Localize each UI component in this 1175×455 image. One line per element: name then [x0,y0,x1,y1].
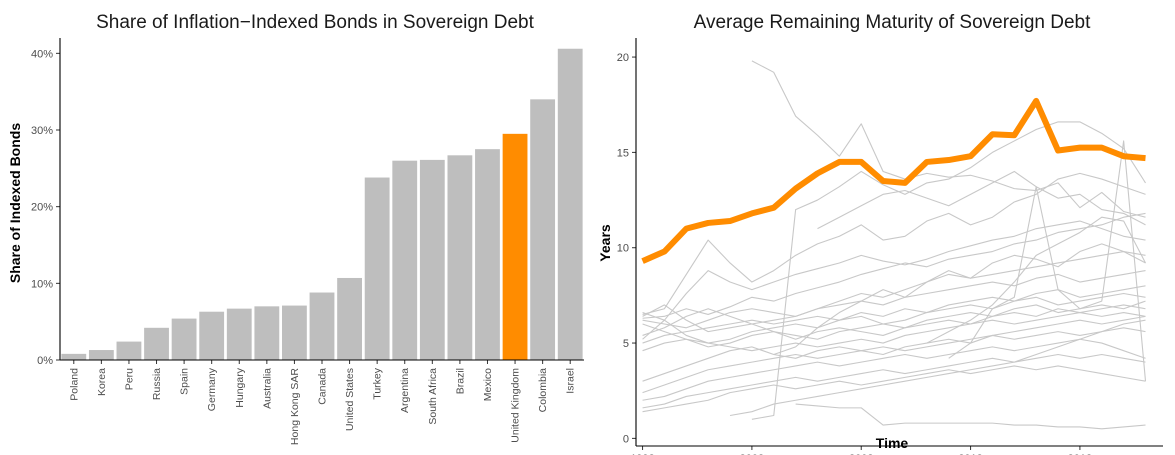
bar-chart-x-tick-label: Korea [96,368,108,396]
bar-chart-x-tick-label: Mexico [482,368,494,401]
bar-chart-title: Share of Inflation−Indexed Bonds in Sove… [96,12,535,33]
background-series-line-19 [642,365,1146,413]
background-series-line-22 [948,140,1147,382]
line-chart-x-tick-label: 2013 [958,453,982,455]
line-chart-y-axis: 0 5 10 15 20 [617,52,636,445]
bar-chart-x-tick-label: Brazil [454,368,466,394]
line-chart-x-axis: 1998 2003 2008 2013 2018 [630,446,1092,455]
background-series-line-6 [642,212,1146,319]
bar-group [61,48,583,360]
line-chart-y-tick-label: 0 [623,433,629,445]
line-chart-x-tick-label: 1998 [630,453,654,455]
line-chart-x-tick-label: 2018 [1068,453,1092,455]
bar-germany [199,311,225,360]
bar-chart-x-tick-label: United Kingdom [510,368,522,443]
background-series-line-16 [642,327,1146,394]
bar-chart-y-axis-title: Share of Indexed Bonds [7,123,23,283]
bar-chart-y-axis: 0% 10% 20% 30% 40% [31,48,60,367]
bar-chart-y-tick-label: 0% [37,355,53,367]
bar-chart-y-tick-label: 30% [31,125,53,137]
background-series-line-10 [642,285,1146,344]
bar-chart-x-tick-label: Australia [261,368,273,409]
bar-chart-x-tick-label: Germany [206,367,218,411]
bar-poland [61,353,87,360]
bar-chart-x-tick-label: United States [344,368,356,431]
background-series-line-21 [795,403,1146,430]
bar-brazil [447,155,473,360]
line-chart-x-tick-label: 2003 [740,453,764,455]
bar-canada [309,292,335,360]
background-series-line-3 [817,170,1146,230]
line-chart-x-axis-title: Time [876,435,909,451]
bar-chart-x-tick-label: Peru [123,368,135,390]
bar-chart-x-tick-label: Spain [179,368,191,395]
bar-chart-x-tick-label: Russia [151,368,163,400]
bar-united-states [337,277,362,360]
background-series-line-8 [642,250,1146,333]
highlight-series-line [641,97,1146,264]
background-series-line-9 [642,270,1146,329]
bar-russia [144,327,169,360]
bar-chart-panel: Share of Inflation−Indexed Bonds in Sove… [7,12,584,445]
bar-argentina [392,160,418,360]
bar-peru [116,341,142,360]
bar-turkey [364,177,390,360]
line-chart-panel: Average Remaining Maturity of Sovereign … [597,12,1163,455]
background-series-line-15 [642,315,1146,382]
bar-chart-y-tick-label: 20% [31,202,53,214]
background-series-line-11 [642,292,1146,344]
highlight-line-group [641,97,1146,264]
background-lines-group [642,60,1147,430]
line-chart-y-axis-title: Years [597,224,613,262]
bar-chart-x-tick-label: Canada [317,368,329,405]
background-series-line-17 [642,338,1146,401]
bar-israel [557,48,583,360]
bar-south-africa [419,159,445,360]
bar-mexico [475,149,500,360]
bar-united-kingdom [502,133,528,360]
bar-hungary [226,308,252,360]
line-chart-title: Average Remaining Maturity of Sovereign … [694,12,1091,33]
background-series-line-23 [926,216,1146,344]
bar-korea [88,350,114,360]
line-chart-y-tick-label: 5 [623,338,629,350]
bar-chart-x-tick-label: Hungary [234,367,246,407]
background-series-line-7 [773,243,1146,356]
bar-chart-y-tick-label: 10% [31,278,53,290]
line-chart-y-tick-label: 10 [617,243,629,255]
bar-chart-x-tick-label: Hong Kong SAR [289,368,301,445]
background-series-line-1 [751,60,1146,218]
line-chart-y-tick-label: 15 [617,147,629,159]
bar-spain [171,318,197,360]
background-series-line-4 [642,172,1146,315]
bar-chart-x-tick-label: Poland [68,368,80,401]
bar-chart-x-tick-label: Turkey [372,367,384,399]
background-series-line-18 [642,353,1146,409]
background-series-line-5 [642,220,1146,340]
bar-chart-x-axis: Poland Korea Peru Russia Spain Germany Hungary… [68,360,577,445]
bar-australia [254,306,280,360]
bar-chart-x-tick-label: South Africa [427,368,439,425]
background-series-line-13 [642,304,1146,352]
background-series-line-12 [642,300,1146,340]
bar-chart-y-tick-label: 40% [31,48,53,60]
bar-hong-kong-sar [282,305,307,360]
bar-chart-x-tick-label: Argentina [399,368,411,413]
bar-chart-x-tick-label: Israel [565,368,577,394]
line-chart-x-tick-label: 2008 [849,453,873,455]
background-series-line-14 [642,311,1146,352]
bar-chart-x-tick-label: Colombia [537,368,549,413]
background-series-line-2 [751,121,1146,420]
bar-colombia [530,99,556,360]
line-chart-y-tick-label: 20 [617,52,629,64]
background-series-line-20 [729,319,1146,417]
